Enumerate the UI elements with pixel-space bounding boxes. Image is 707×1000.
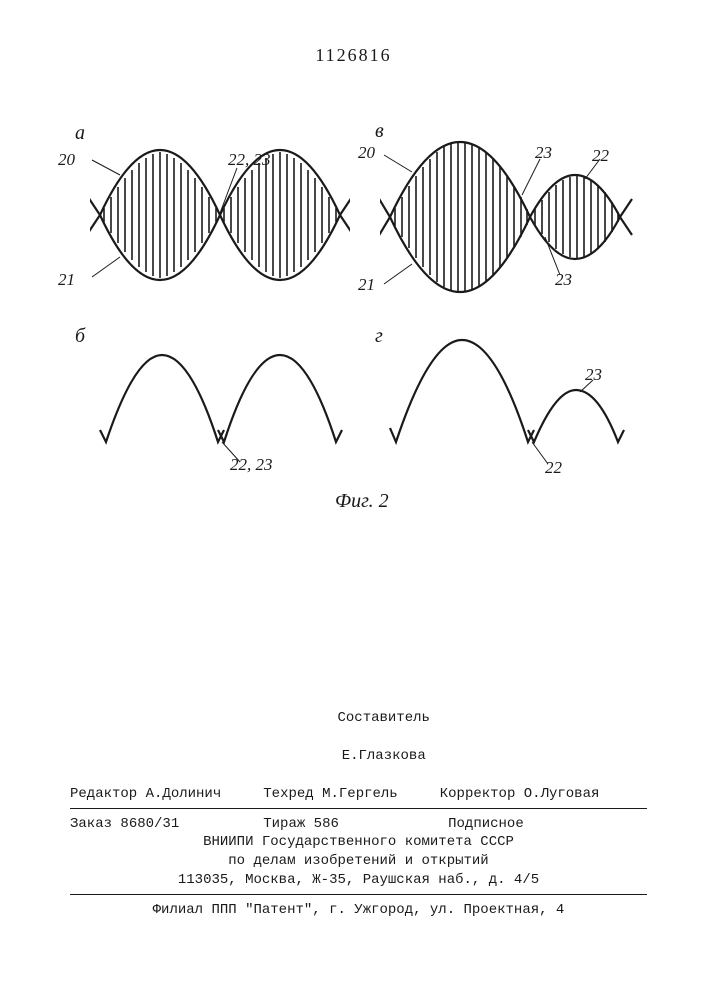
order-label: Заказ (70, 816, 112, 832)
callout-21-a: 21 (58, 270, 75, 290)
callout-20-v: 20 (358, 143, 375, 163)
org-line-1: ВНИИПИ Государственного комитета СССР (70, 833, 647, 852)
imprint-footer: Составитель Е.Глазкова Редактор А.Долини… (70, 690, 647, 920)
panel-label-b: б (75, 325, 85, 348)
org-line-2: по делам изобретений и открытий (70, 852, 647, 871)
panel-g-svg (380, 320, 660, 470)
tirazh-no: 586 (314, 816, 339, 832)
order-no: 8680/31 (120, 816, 179, 832)
corrector-label: Корректор (440, 786, 516, 802)
figure-2: а в б г (80, 110, 640, 530)
address-line: 113035, Москва, Ж-35, Раушская наб., д. … (70, 871, 647, 890)
callout-2223-a: 22, 23 (228, 150, 271, 170)
editor-name: А.Долинич (146, 786, 222, 802)
callout-23-v-top: 23 (535, 143, 552, 163)
editor-label: Редактор (70, 786, 137, 802)
callout-22-v: 22 (592, 146, 609, 166)
panel-a-svg (90, 130, 350, 300)
credits-row: Редактор А.Долинич Техред М.Гергель Корр… (70, 785, 647, 804)
callout-21-v: 21 (358, 275, 375, 295)
techred-label: Техред (263, 786, 313, 802)
figure-caption: Фиг. 2 (335, 490, 389, 513)
document-number: 1126816 (0, 45, 707, 66)
callout-23-g: 23 (585, 365, 602, 385)
callout-2223-b: 22, 23 (230, 455, 273, 475)
order-row: Заказ 8680/31 Тираж 586 Подписное (70, 815, 647, 834)
callout-22-g: 22 (545, 458, 562, 478)
compiler-label: Составитель (338, 710, 430, 726)
panel-v-svg (380, 122, 660, 302)
panel-label-a: а (75, 122, 85, 145)
corrector-name: О.Луговая (524, 786, 600, 802)
tirazh-label: Тираж (263, 816, 305, 832)
callout-23-v-bot: 23 (555, 270, 572, 290)
podpisnoe: Подписное (448, 816, 524, 832)
compiler-row: Составитель Е.Глазкова (70, 690, 647, 784)
compiler-name: Е.Глазкова (342, 748, 426, 764)
footer-rule-1 (70, 808, 647, 809)
callout-20-a: 20 (58, 150, 75, 170)
branch-line: Филиал ППП "Патент", г. Ужгород, ул. Про… (70, 901, 647, 920)
footer-rule-2 (70, 894, 647, 895)
panel-b-svg (90, 330, 350, 470)
page: 1126816 а в б г (0, 0, 707, 1000)
techred-name: М.Гергель (322, 786, 398, 802)
